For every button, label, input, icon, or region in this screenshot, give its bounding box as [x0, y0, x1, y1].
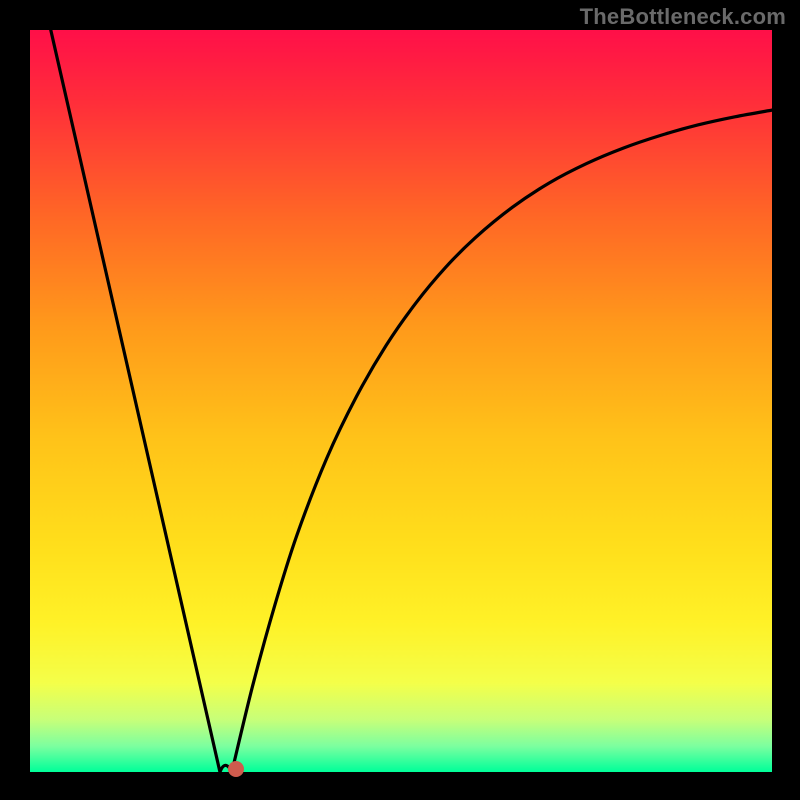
plot-area — [30, 30, 772, 772]
curve-path — [51, 30, 772, 772]
watermark-text: TheBottleneck.com — [580, 4, 786, 30]
chart-root: { "watermark": { "text": "TheBottleneck.… — [0, 0, 800, 800]
bottleneck-curve — [30, 30, 772, 772]
bottleneck-marker-dot — [228, 761, 244, 777]
